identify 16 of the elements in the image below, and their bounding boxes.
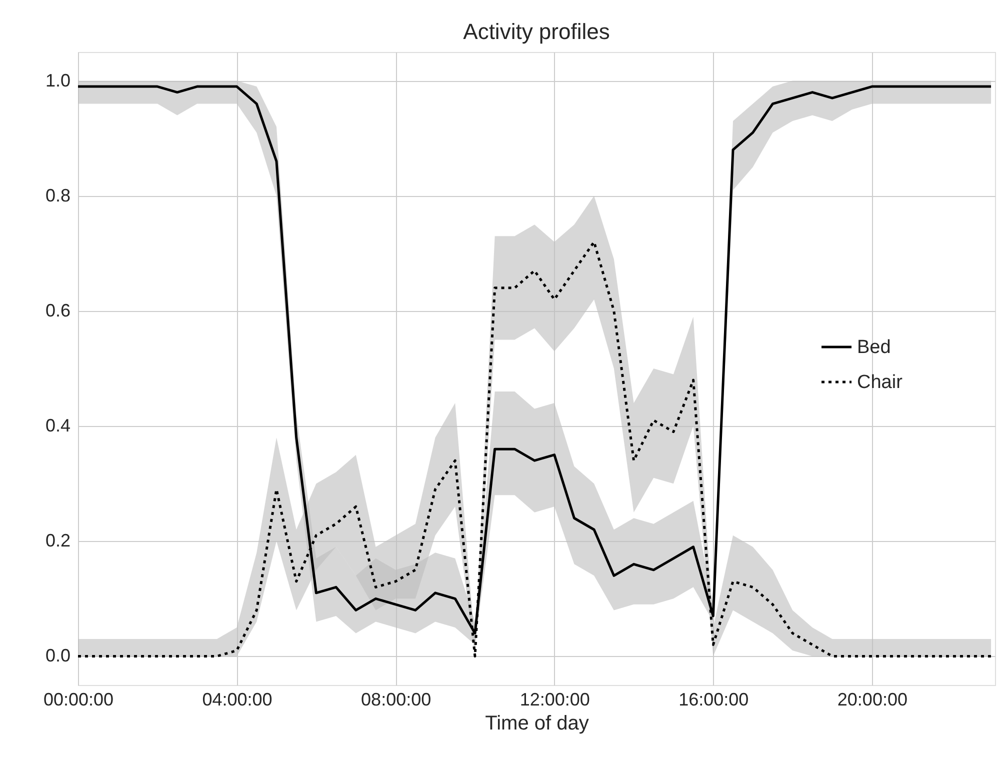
y-tick-label: 0.2 (45, 530, 70, 551)
legend-label: Bed (857, 337, 891, 358)
y-tick-label: 0.0 (45, 646, 70, 666)
y-tick-label: 0.8 (45, 185, 70, 206)
y-tick-label: 0.4 (45, 416, 70, 436)
x-tick-label: 08:00:00 (361, 690, 432, 710)
x-tick-label: 16:00:00 (678, 690, 749, 710)
y-tick-label: 0.6 (45, 300, 70, 320)
x-tick-label: 04:00:00 (202, 690, 272, 710)
chart-title: Activity profiles (463, 19, 610, 44)
y-tick-label: 1.0 (45, 70, 70, 90)
legend-label: Chair (857, 372, 904, 394)
x-tick-label: 12:00:00 (520, 690, 590, 710)
x-axis-title: Time of day (485, 712, 589, 734)
x-tick-label: 20:00:00 (837, 690, 908, 710)
x-tick-label: 00:00:00 (43, 690, 114, 710)
